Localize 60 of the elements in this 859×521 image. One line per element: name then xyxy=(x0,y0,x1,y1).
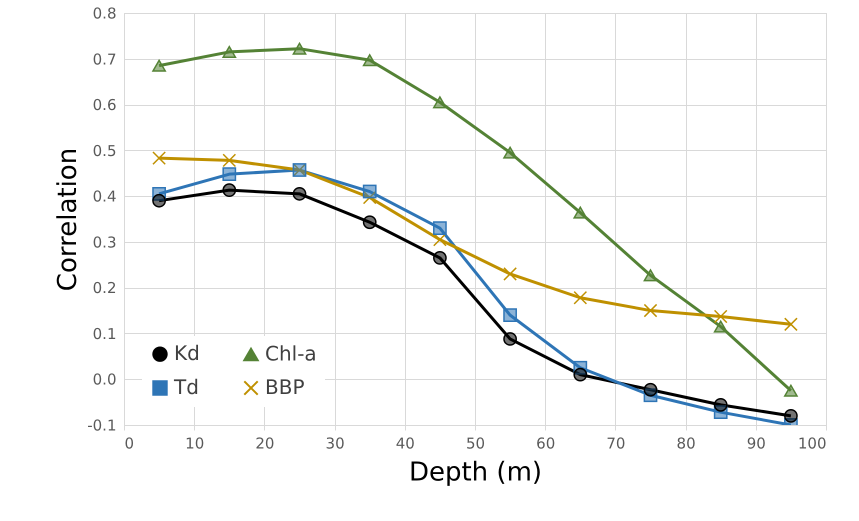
point xyxy=(433,221,447,236)
x-tick-label: 100 xyxy=(798,434,826,452)
y-tick-label: 0.8 xyxy=(92,4,116,22)
x-tick-label: 40 xyxy=(396,434,415,452)
legend-label: BBP xyxy=(265,375,305,399)
point xyxy=(222,167,236,182)
point xyxy=(573,290,588,305)
x-tick-label: 70 xyxy=(606,434,626,452)
legend-label: Chl-a xyxy=(265,342,317,366)
point xyxy=(714,310,728,324)
point xyxy=(222,46,236,58)
point xyxy=(573,368,588,382)
point xyxy=(714,398,728,412)
x-tick-label: 10 xyxy=(185,434,204,452)
x-tick-label: 80 xyxy=(676,434,696,452)
x-tick-label: 60 xyxy=(536,434,556,452)
point xyxy=(644,269,658,282)
point xyxy=(433,232,447,246)
y-tick-label: 0.4 xyxy=(92,188,116,206)
point xyxy=(573,206,588,219)
point xyxy=(362,190,377,204)
y-tick-label: 0.5 xyxy=(92,142,116,160)
x-tick-label: 0 xyxy=(124,434,134,452)
y-axis-title: Correlation xyxy=(53,148,84,292)
x-tick-label: 90 xyxy=(746,434,766,452)
point xyxy=(503,267,517,281)
point xyxy=(644,304,658,318)
point xyxy=(222,183,236,198)
x-tick-label: 20 xyxy=(255,434,274,452)
y-tick-label: 0.6 xyxy=(92,96,116,114)
point xyxy=(152,194,166,208)
point xyxy=(152,60,166,72)
point xyxy=(362,54,377,66)
point xyxy=(503,146,517,159)
point xyxy=(292,42,306,55)
y-tick-label: 0.1 xyxy=(92,324,116,343)
point xyxy=(503,308,517,322)
y-tick-label: 0.3 xyxy=(92,233,116,252)
point xyxy=(362,215,377,230)
point xyxy=(362,184,377,198)
y-tick-label: -0.1 xyxy=(87,416,116,434)
point xyxy=(784,384,798,397)
point xyxy=(433,251,447,265)
x-tick-label: 50 xyxy=(466,434,486,452)
point xyxy=(222,154,236,168)
y-tick-label: 0.2 xyxy=(92,279,116,298)
point xyxy=(152,151,166,165)
x-tick-label: 30 xyxy=(326,434,345,452)
legend-label: Td xyxy=(173,375,199,399)
point xyxy=(292,186,306,201)
x-axis-title: Depth (m) xyxy=(408,458,542,488)
point xyxy=(433,96,447,108)
point xyxy=(784,408,798,423)
y-tick-label: 0.7 xyxy=(92,50,116,68)
point xyxy=(714,320,728,333)
point xyxy=(784,317,798,332)
point xyxy=(503,332,517,346)
y-tick-label: 0.0 xyxy=(92,370,116,389)
legend-label: Kd xyxy=(174,341,200,366)
point xyxy=(644,382,658,397)
